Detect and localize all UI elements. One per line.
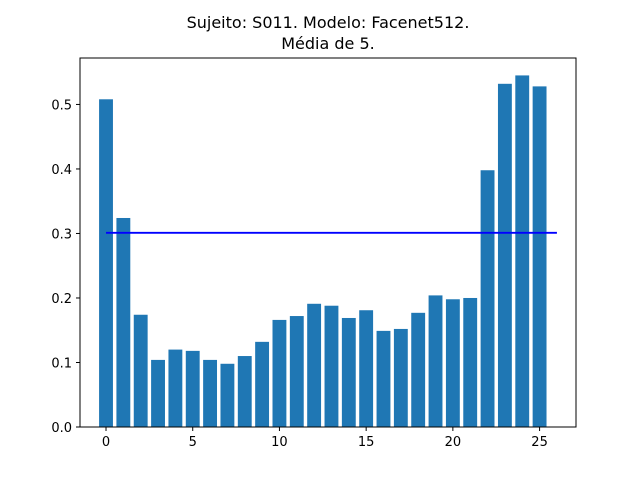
bar-18 [411, 312, 426, 427]
bar-3 [151, 359, 165, 427]
chart-title-line-2: Média de 5. [281, 34, 375, 53]
bar-12 [307, 303, 322, 427]
y-tick-label-1: 0.1 [51, 356, 72, 371]
y-axis: 0.0 0.1 0.2 0.3 0.4 0.5 [51, 98, 80, 436]
x-tick-label-20: 20 [445, 435, 462, 450]
y-tick-label-3: 0.3 [51, 227, 72, 242]
bar-17 [393, 328, 408, 427]
x-tick-label-0: 0 [102, 435, 110, 450]
bar-11 [289, 316, 304, 427]
bar-0 [99, 99, 113, 427]
bar-20 [445, 299, 460, 427]
bar-23 [497, 83, 512, 427]
x-axis: 0 5 10 15 20 25 [102, 427, 548, 450]
x-tick-label-10: 10 [271, 435, 288, 450]
x-tick-label-15: 15 [358, 435, 375, 450]
plot-frame [79, 57, 577, 428]
bar-19 [428, 295, 443, 427]
bar-8 [237, 356, 252, 427]
bar-2 [133, 314, 148, 427]
bar-10 [272, 319, 287, 427]
y-tick-label-2: 0.2 [51, 292, 72, 307]
bar-21 [463, 297, 478, 427]
bar-1 [116, 217, 131, 427]
bar-13 [324, 305, 339, 427]
bar-15 [359, 310, 374, 427]
bar-22 [480, 170, 495, 428]
y-tick-label-0: 0.0 [51, 421, 72, 436]
y-tick-label-5: 0.5 [51, 98, 72, 113]
bar-25 [532, 86, 547, 427]
bar-5 [185, 350, 200, 427]
x-tick-label-5: 5 [189, 435, 197, 450]
bar-6 [203, 359, 218, 427]
x-tick-label-25: 25 [531, 435, 548, 450]
y-tick-label-4: 0.4 [51, 163, 72, 178]
bar-9 [255, 341, 270, 427]
bars-group [99, 75, 547, 428]
bar-16 [376, 330, 391, 427]
bar-4 [168, 349, 183, 427]
bar-24 [515, 75, 530, 427]
bar-14 [341, 317, 356, 427]
bar-7 [220, 363, 235, 427]
chart-title-line-1: Sujeito: S011. Modelo: Facenet512. [187, 13, 470, 32]
